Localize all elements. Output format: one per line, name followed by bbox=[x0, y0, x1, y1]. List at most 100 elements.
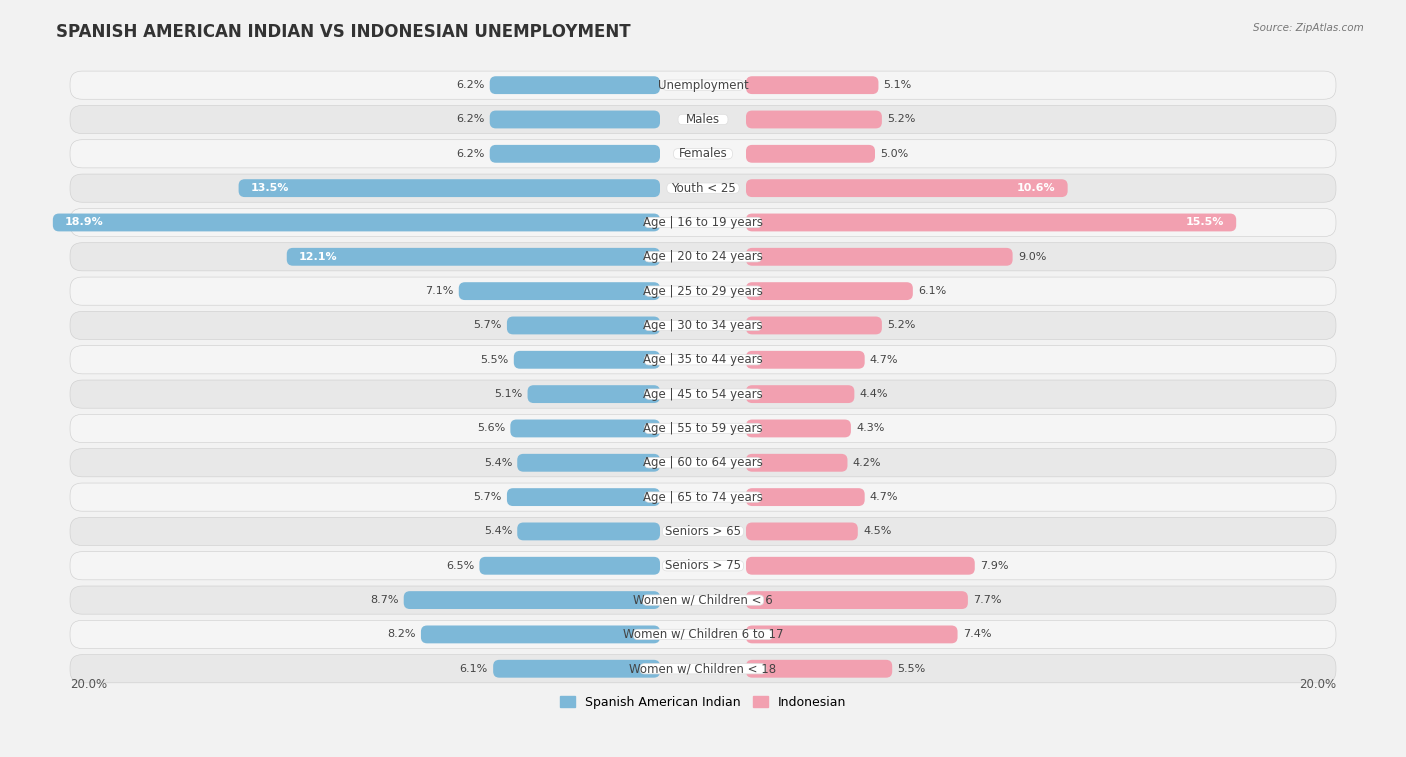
FancyBboxPatch shape bbox=[70, 552, 1336, 580]
Text: 7.4%: 7.4% bbox=[963, 629, 991, 640]
Text: 5.5%: 5.5% bbox=[481, 355, 509, 365]
Text: 5.7%: 5.7% bbox=[474, 492, 502, 502]
Text: 6.2%: 6.2% bbox=[456, 149, 485, 159]
Text: 4.5%: 4.5% bbox=[863, 526, 891, 537]
FancyBboxPatch shape bbox=[747, 385, 855, 403]
Text: 4.4%: 4.4% bbox=[859, 389, 889, 399]
FancyBboxPatch shape bbox=[287, 248, 659, 266]
FancyBboxPatch shape bbox=[70, 243, 1336, 271]
Text: Age | 20 to 24 years: Age | 20 to 24 years bbox=[643, 251, 763, 263]
Text: Age | 25 to 29 years: Age | 25 to 29 years bbox=[643, 285, 763, 298]
FancyBboxPatch shape bbox=[747, 454, 848, 472]
Text: 5.2%: 5.2% bbox=[887, 320, 915, 331]
Text: Age | 16 to 19 years: Age | 16 to 19 years bbox=[643, 216, 763, 229]
Legend: Spanish American Indian, Indonesian: Spanish American Indian, Indonesian bbox=[555, 690, 851, 714]
Text: 5.2%: 5.2% bbox=[887, 114, 915, 124]
FancyBboxPatch shape bbox=[70, 208, 1336, 236]
FancyBboxPatch shape bbox=[747, 316, 882, 335]
FancyBboxPatch shape bbox=[508, 316, 659, 335]
Text: 5.4%: 5.4% bbox=[484, 458, 512, 468]
Text: Unemployment: Unemployment bbox=[658, 79, 748, 92]
FancyBboxPatch shape bbox=[70, 105, 1336, 133]
FancyBboxPatch shape bbox=[747, 76, 879, 94]
FancyBboxPatch shape bbox=[644, 389, 762, 399]
Text: 7.1%: 7.1% bbox=[425, 286, 454, 296]
Text: 15.5%: 15.5% bbox=[1185, 217, 1225, 227]
Text: Women w/ Children 6 to 17: Women w/ Children 6 to 17 bbox=[623, 628, 783, 641]
Text: Males: Males bbox=[686, 113, 720, 126]
FancyBboxPatch shape bbox=[70, 414, 1336, 443]
Text: Age | 45 to 54 years: Age | 45 to 54 years bbox=[643, 388, 763, 400]
FancyBboxPatch shape bbox=[70, 380, 1336, 408]
FancyBboxPatch shape bbox=[70, 483, 1336, 511]
FancyBboxPatch shape bbox=[239, 179, 659, 197]
FancyBboxPatch shape bbox=[517, 522, 659, 540]
Text: Women w/ Children < 18: Women w/ Children < 18 bbox=[630, 662, 776, 675]
Text: 5.1%: 5.1% bbox=[883, 80, 912, 90]
FancyBboxPatch shape bbox=[747, 145, 875, 163]
FancyBboxPatch shape bbox=[70, 277, 1336, 305]
Text: SPANISH AMERICAN INDIAN VS INDONESIAN UNEMPLOYMENT: SPANISH AMERICAN INDIAN VS INDONESIAN UN… bbox=[56, 23, 631, 41]
FancyBboxPatch shape bbox=[70, 586, 1336, 614]
Text: 7.9%: 7.9% bbox=[980, 561, 1008, 571]
FancyBboxPatch shape bbox=[53, 213, 659, 232]
FancyBboxPatch shape bbox=[747, 179, 1067, 197]
Text: 8.2%: 8.2% bbox=[387, 629, 416, 640]
FancyBboxPatch shape bbox=[662, 80, 744, 90]
FancyBboxPatch shape bbox=[747, 488, 865, 506]
FancyBboxPatch shape bbox=[643, 595, 763, 606]
FancyBboxPatch shape bbox=[458, 282, 659, 300]
FancyBboxPatch shape bbox=[70, 517, 1336, 546]
FancyBboxPatch shape bbox=[70, 449, 1336, 477]
FancyBboxPatch shape bbox=[633, 629, 773, 640]
Text: 5.0%: 5.0% bbox=[880, 149, 908, 159]
FancyBboxPatch shape bbox=[644, 423, 762, 434]
FancyBboxPatch shape bbox=[70, 311, 1336, 340]
FancyBboxPatch shape bbox=[747, 248, 1012, 266]
Text: 12.1%: 12.1% bbox=[299, 252, 337, 262]
Text: 5.4%: 5.4% bbox=[484, 526, 512, 537]
FancyBboxPatch shape bbox=[644, 458, 762, 468]
Text: 4.7%: 4.7% bbox=[870, 355, 898, 365]
FancyBboxPatch shape bbox=[678, 114, 728, 125]
Text: 6.1%: 6.1% bbox=[460, 664, 488, 674]
Text: 13.5%: 13.5% bbox=[250, 183, 290, 193]
FancyBboxPatch shape bbox=[420, 625, 659, 643]
FancyBboxPatch shape bbox=[70, 620, 1336, 649]
FancyBboxPatch shape bbox=[747, 419, 851, 438]
FancyBboxPatch shape bbox=[644, 251, 762, 262]
Text: 18.9%: 18.9% bbox=[65, 217, 104, 227]
FancyBboxPatch shape bbox=[747, 625, 957, 643]
FancyBboxPatch shape bbox=[70, 174, 1336, 202]
Text: 10.6%: 10.6% bbox=[1017, 183, 1056, 193]
FancyBboxPatch shape bbox=[644, 320, 762, 331]
FancyBboxPatch shape bbox=[489, 145, 659, 163]
Text: 4.7%: 4.7% bbox=[870, 492, 898, 502]
Text: Females: Females bbox=[679, 148, 727, 160]
Text: Age | 35 to 44 years: Age | 35 to 44 years bbox=[643, 354, 763, 366]
FancyBboxPatch shape bbox=[673, 148, 733, 159]
Text: 9.0%: 9.0% bbox=[1018, 252, 1046, 262]
Text: 7.7%: 7.7% bbox=[973, 595, 1001, 605]
FancyBboxPatch shape bbox=[513, 350, 659, 369]
Text: Age | 65 to 74 years: Age | 65 to 74 years bbox=[643, 491, 763, 503]
FancyBboxPatch shape bbox=[527, 385, 659, 403]
FancyBboxPatch shape bbox=[489, 76, 659, 94]
FancyBboxPatch shape bbox=[489, 111, 659, 129]
FancyBboxPatch shape bbox=[644, 354, 762, 365]
FancyBboxPatch shape bbox=[747, 111, 882, 129]
Text: Age | 55 to 59 years: Age | 55 to 59 years bbox=[643, 422, 763, 435]
FancyBboxPatch shape bbox=[747, 213, 1236, 232]
Text: 6.2%: 6.2% bbox=[456, 80, 485, 90]
FancyBboxPatch shape bbox=[662, 526, 744, 537]
FancyBboxPatch shape bbox=[747, 522, 858, 540]
Text: 4.2%: 4.2% bbox=[852, 458, 882, 468]
FancyBboxPatch shape bbox=[70, 71, 1336, 99]
FancyBboxPatch shape bbox=[70, 655, 1336, 683]
FancyBboxPatch shape bbox=[70, 140, 1336, 168]
FancyBboxPatch shape bbox=[644, 286, 762, 296]
FancyBboxPatch shape bbox=[747, 557, 974, 575]
FancyBboxPatch shape bbox=[404, 591, 659, 609]
FancyBboxPatch shape bbox=[747, 660, 893, 678]
FancyBboxPatch shape bbox=[644, 217, 762, 228]
